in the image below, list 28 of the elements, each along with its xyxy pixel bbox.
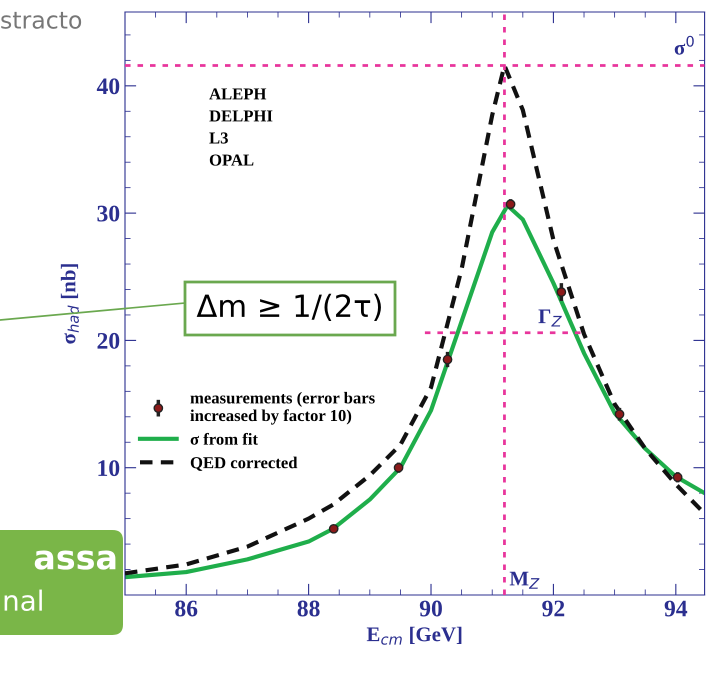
x-tick-label: 86 [175,600,198,616]
text: assa [34,550,116,570]
legend-label: σ from fit [190,432,258,445]
x-axis-title: E$_{cm}$ [GeV] [366,626,462,645]
y-tick-label: 10 [98,460,120,476]
text: stracto [1,12,82,29]
y-tick-label: 40 [96,78,120,94]
annotation: Δm ≥ 1/(2τ) [196,294,381,321]
point [506,199,516,210]
point [394,462,404,473]
point [556,287,566,297]
y-tick-label: 30 [97,206,120,222]
ref-line-label: M$_{Z}$ [510,572,540,589]
x-tick-label: 92 [542,600,564,616]
point [614,409,624,420]
y-tick-label: 20 [98,332,120,349]
x-tick-label: 88 [298,600,320,616]
legend-label: measurements (error bars increased by factor 10) [190,392,375,425]
point [442,354,452,364]
x-tick-label: 94 [664,600,688,616]
point [672,472,683,482]
annotation: ALEPH DELPHI L3 OPAL [209,88,272,166]
text: nal [4,590,42,612]
legend-label: QED corrected [190,456,298,471]
x-tick-label: 90 [420,600,442,616]
annotation: Γ$_{Z}$ [538,310,562,327]
point [328,524,339,534]
ref-line-label: σ$^{0}$ [674,36,694,55]
